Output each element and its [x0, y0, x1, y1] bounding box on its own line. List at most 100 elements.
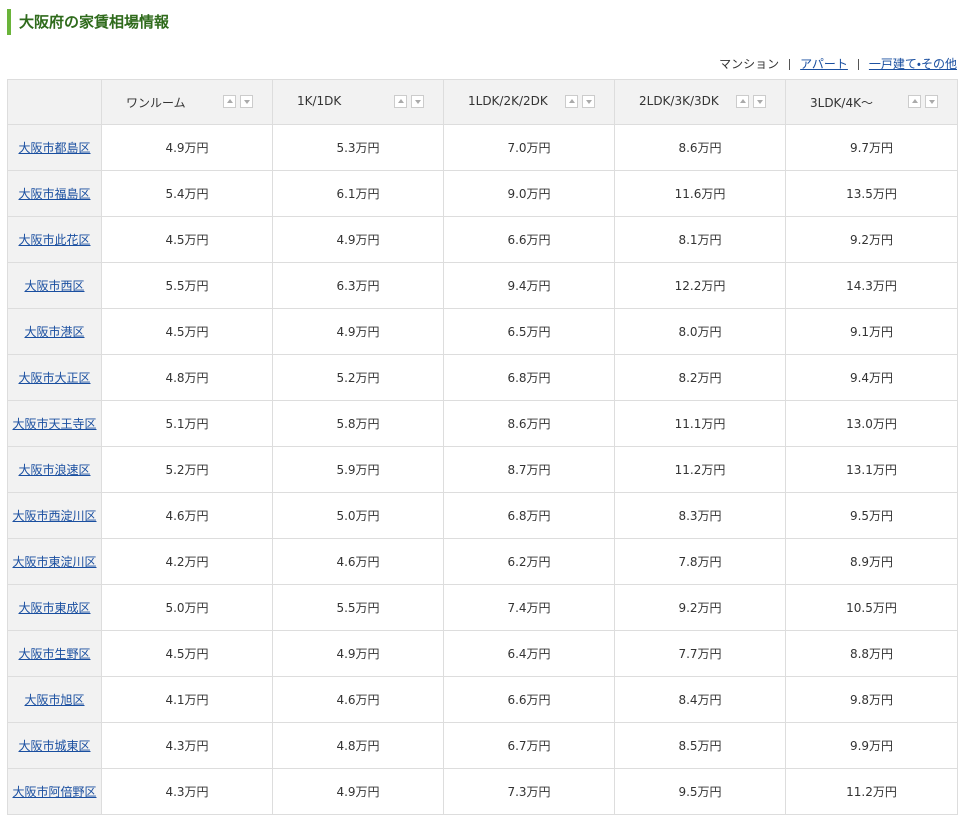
sort-descending[interactable]: [240, 95, 253, 108]
rent-cell: 9.9万円: [785, 722, 958, 769]
table-row: 大阪市城東区 4.3万円 4.8万円 6.7万円 8.5万円 9.9万円: [7, 722, 958, 769]
sort-descending[interactable]: [411, 95, 424, 108]
table-head: ワンルーム 1K/1DK 1LDK/2K/2DK 2LDK/3K/3DK 3LDK/4K…: [7, 79, 958, 125]
column-label: 1K/1DK: [297, 94, 342, 108]
tab[interactable]: 一戸建て・その他: [868, 57, 957, 71]
area-link[interactable]: 大阪市旭区: [24, 693, 85, 707]
rent-cell: 9.4万円: [443, 262, 615, 309]
area-cell: 大阪市浪速区: [7, 446, 102, 493]
area-cell: 大阪市旭区: [7, 676, 102, 723]
area-link[interactable]: 大阪市福島区: [18, 187, 91, 201]
column-header: 1K/1DK: [272, 79, 444, 125]
tab-bar: マンション アパート 一戸建て・その他: [719, 56, 957, 72]
rent-cell: 8.6万円: [443, 400, 615, 447]
area-cell: 大阪市西区: [7, 262, 102, 309]
rent-cell: 9.2万円: [614, 584, 786, 631]
area-link[interactable]: 大阪市都島区: [18, 141, 91, 155]
table-row: 大阪市浪速区 5.2万円 5.9万円 8.7万円 11.2万円 13.1万円: [7, 446, 958, 493]
column-label: ワンルーム: [126, 96, 186, 110]
area-link[interactable]: 大阪市東成区: [18, 601, 91, 615]
sort-ascending[interactable]: [736, 95, 749, 108]
rent-cell: 6.2万円: [443, 538, 615, 585]
rent-cell: 4.1万円: [101, 676, 273, 723]
area-link[interactable]: 大阪市阿倍野区: [12, 785, 97, 799]
sort-ascending[interactable]: [223, 95, 236, 108]
tab[interactable]: アパート: [800, 57, 848, 71]
area-cell: 大阪市都島区: [7, 124, 102, 171]
rent-cell: 5.1万円: [101, 400, 273, 447]
area-link[interactable]: 大阪市生野区: [18, 647, 91, 661]
rent-cell: 11.6万円: [614, 170, 786, 217]
rent-cell: 4.5万円: [101, 216, 273, 263]
sort-descending[interactable]: [753, 95, 766, 108]
rent-cell: 6.8万円: [443, 492, 615, 539]
rent-cell: 9.4万円: [785, 354, 958, 401]
rent-cell: 10.5万円: [785, 584, 958, 631]
rent-cell: 11.2万円: [614, 446, 786, 493]
area-link[interactable]: 大阪市城東区: [18, 739, 91, 753]
sort-ascending[interactable]: [908, 95, 921, 108]
rent-cell: 4.9万円: [101, 124, 273, 171]
rent-cell: 7.8万円: [614, 538, 786, 585]
area-link[interactable]: 大阪市天王寺区: [12, 417, 97, 431]
table-row: 大阪市東淀川区 4.2万円 4.6万円 6.2万円 7.8万円 8.9万円: [7, 538, 958, 585]
rent-cell: 4.8万円: [272, 722, 444, 769]
sort-descending[interactable]: [925, 95, 938, 108]
rent-cell: 11.1万円: [614, 400, 786, 447]
rent-cell: 13.1万円: [785, 446, 958, 493]
rent-cell: 7.7万円: [614, 630, 786, 677]
table-row: 大阪市阿倍野区 4.3万円 4.9万円 7.3万円 9.5万円 11.2万円: [7, 768, 958, 815]
rent-cell: 8.4万円: [614, 676, 786, 723]
rent-cell: 6.8万円: [443, 354, 615, 401]
rent-cell: 4.8万円: [101, 354, 273, 401]
rent-cell: 9.7万円: [785, 124, 958, 171]
rent-cell: 13.0万円: [785, 400, 958, 447]
rent-cell: 4.3万円: [101, 768, 273, 815]
area-link[interactable]: 大阪市港区: [24, 325, 85, 339]
area-link[interactable]: 大阪市東淀川区: [12, 555, 97, 569]
area-link[interactable]: 大阪市西淀川区: [12, 509, 97, 523]
area-cell: 大阪市城東区: [7, 722, 102, 769]
column-header: 2LDK/3K/3DK: [614, 79, 786, 125]
rent-table: ワンルーム 1K/1DK 1LDK/2K/2DK 2LDK/3K/3DK 3LDK/4K…: [7, 79, 958, 815]
rent-cell: 12.2万円: [614, 262, 786, 309]
rent-cell: 5.4万円: [101, 170, 273, 217]
rent-cell: 4.6万円: [272, 676, 444, 723]
sort-ascending[interactable]: [394, 95, 407, 108]
rent-cell: 8.8万円: [785, 630, 958, 677]
rent-cell: 6.7万円: [443, 722, 615, 769]
table-row: 大阪市旭区 4.1万円 4.6万円 6.6万円 8.4万円 9.8万円: [7, 676, 958, 723]
table-row: 大阪市福島区 5.4万円 6.1万円 9.0万円 11.6万円 13.5万円: [7, 170, 958, 217]
area-cell: 大阪市生野区: [7, 630, 102, 677]
section-title: 大阪府の家賃相場情報: [7, 9, 169, 35]
area-link[interactable]: 大阪市大正区: [18, 371, 91, 385]
area-cell: 大阪市福島区: [7, 170, 102, 217]
column-header: ワンルーム: [101, 79, 273, 125]
area-link[interactable]: 大阪市浪速区: [18, 463, 91, 477]
table-row: 大阪市生野区 4.5万円 4.9万円 6.4万円 7.7万円 8.8万円: [7, 630, 958, 677]
rent-cell: 4.9万円: [272, 768, 444, 815]
sort-descending[interactable]: [582, 95, 595, 108]
table-row: 大阪市天王寺区 5.1万円 5.8万円 8.6万円 11.1万円 13.0万円: [7, 400, 958, 447]
area-link[interactable]: 大阪市西区: [24, 279, 85, 293]
corner-cell: [7, 79, 102, 125]
rent-cell: 7.4万円: [443, 584, 615, 631]
column-label: 1LDK/2K/2DK: [468, 94, 548, 108]
rent-cell: 4.5万円: [101, 308, 273, 355]
sort-ascending[interactable]: [565, 95, 578, 108]
header-row: ワンルーム 1K/1DK 1LDK/2K/2DK 2LDK/3K/3DK 3LDK/4K…: [7, 79, 958, 125]
rent-cell: 8.3万円: [614, 492, 786, 539]
rent-cell: 8.6万円: [614, 124, 786, 171]
area-cell: 大阪市東成区: [7, 584, 102, 631]
rent-cell: 4.9万円: [272, 216, 444, 263]
rent-cell: 5.5万円: [272, 584, 444, 631]
rent-cell: 4.6万円: [272, 538, 444, 585]
rent-cell: 5.2万円: [272, 354, 444, 401]
area-cell: 大阪市西淀川区: [7, 492, 102, 539]
area-cell: 大阪市天王寺区: [7, 400, 102, 447]
rent-cell: 9.1万円: [785, 308, 958, 355]
table-row: 大阪市都島区 4.9万円 5.3万円 7.0万円 8.6万円 9.7万円: [7, 124, 958, 171]
area-link[interactable]: 大阪市此花区: [18, 233, 91, 247]
column-header: 1LDK/2K/2DK: [443, 79, 615, 125]
rent-cell: 6.5万円: [443, 308, 615, 355]
